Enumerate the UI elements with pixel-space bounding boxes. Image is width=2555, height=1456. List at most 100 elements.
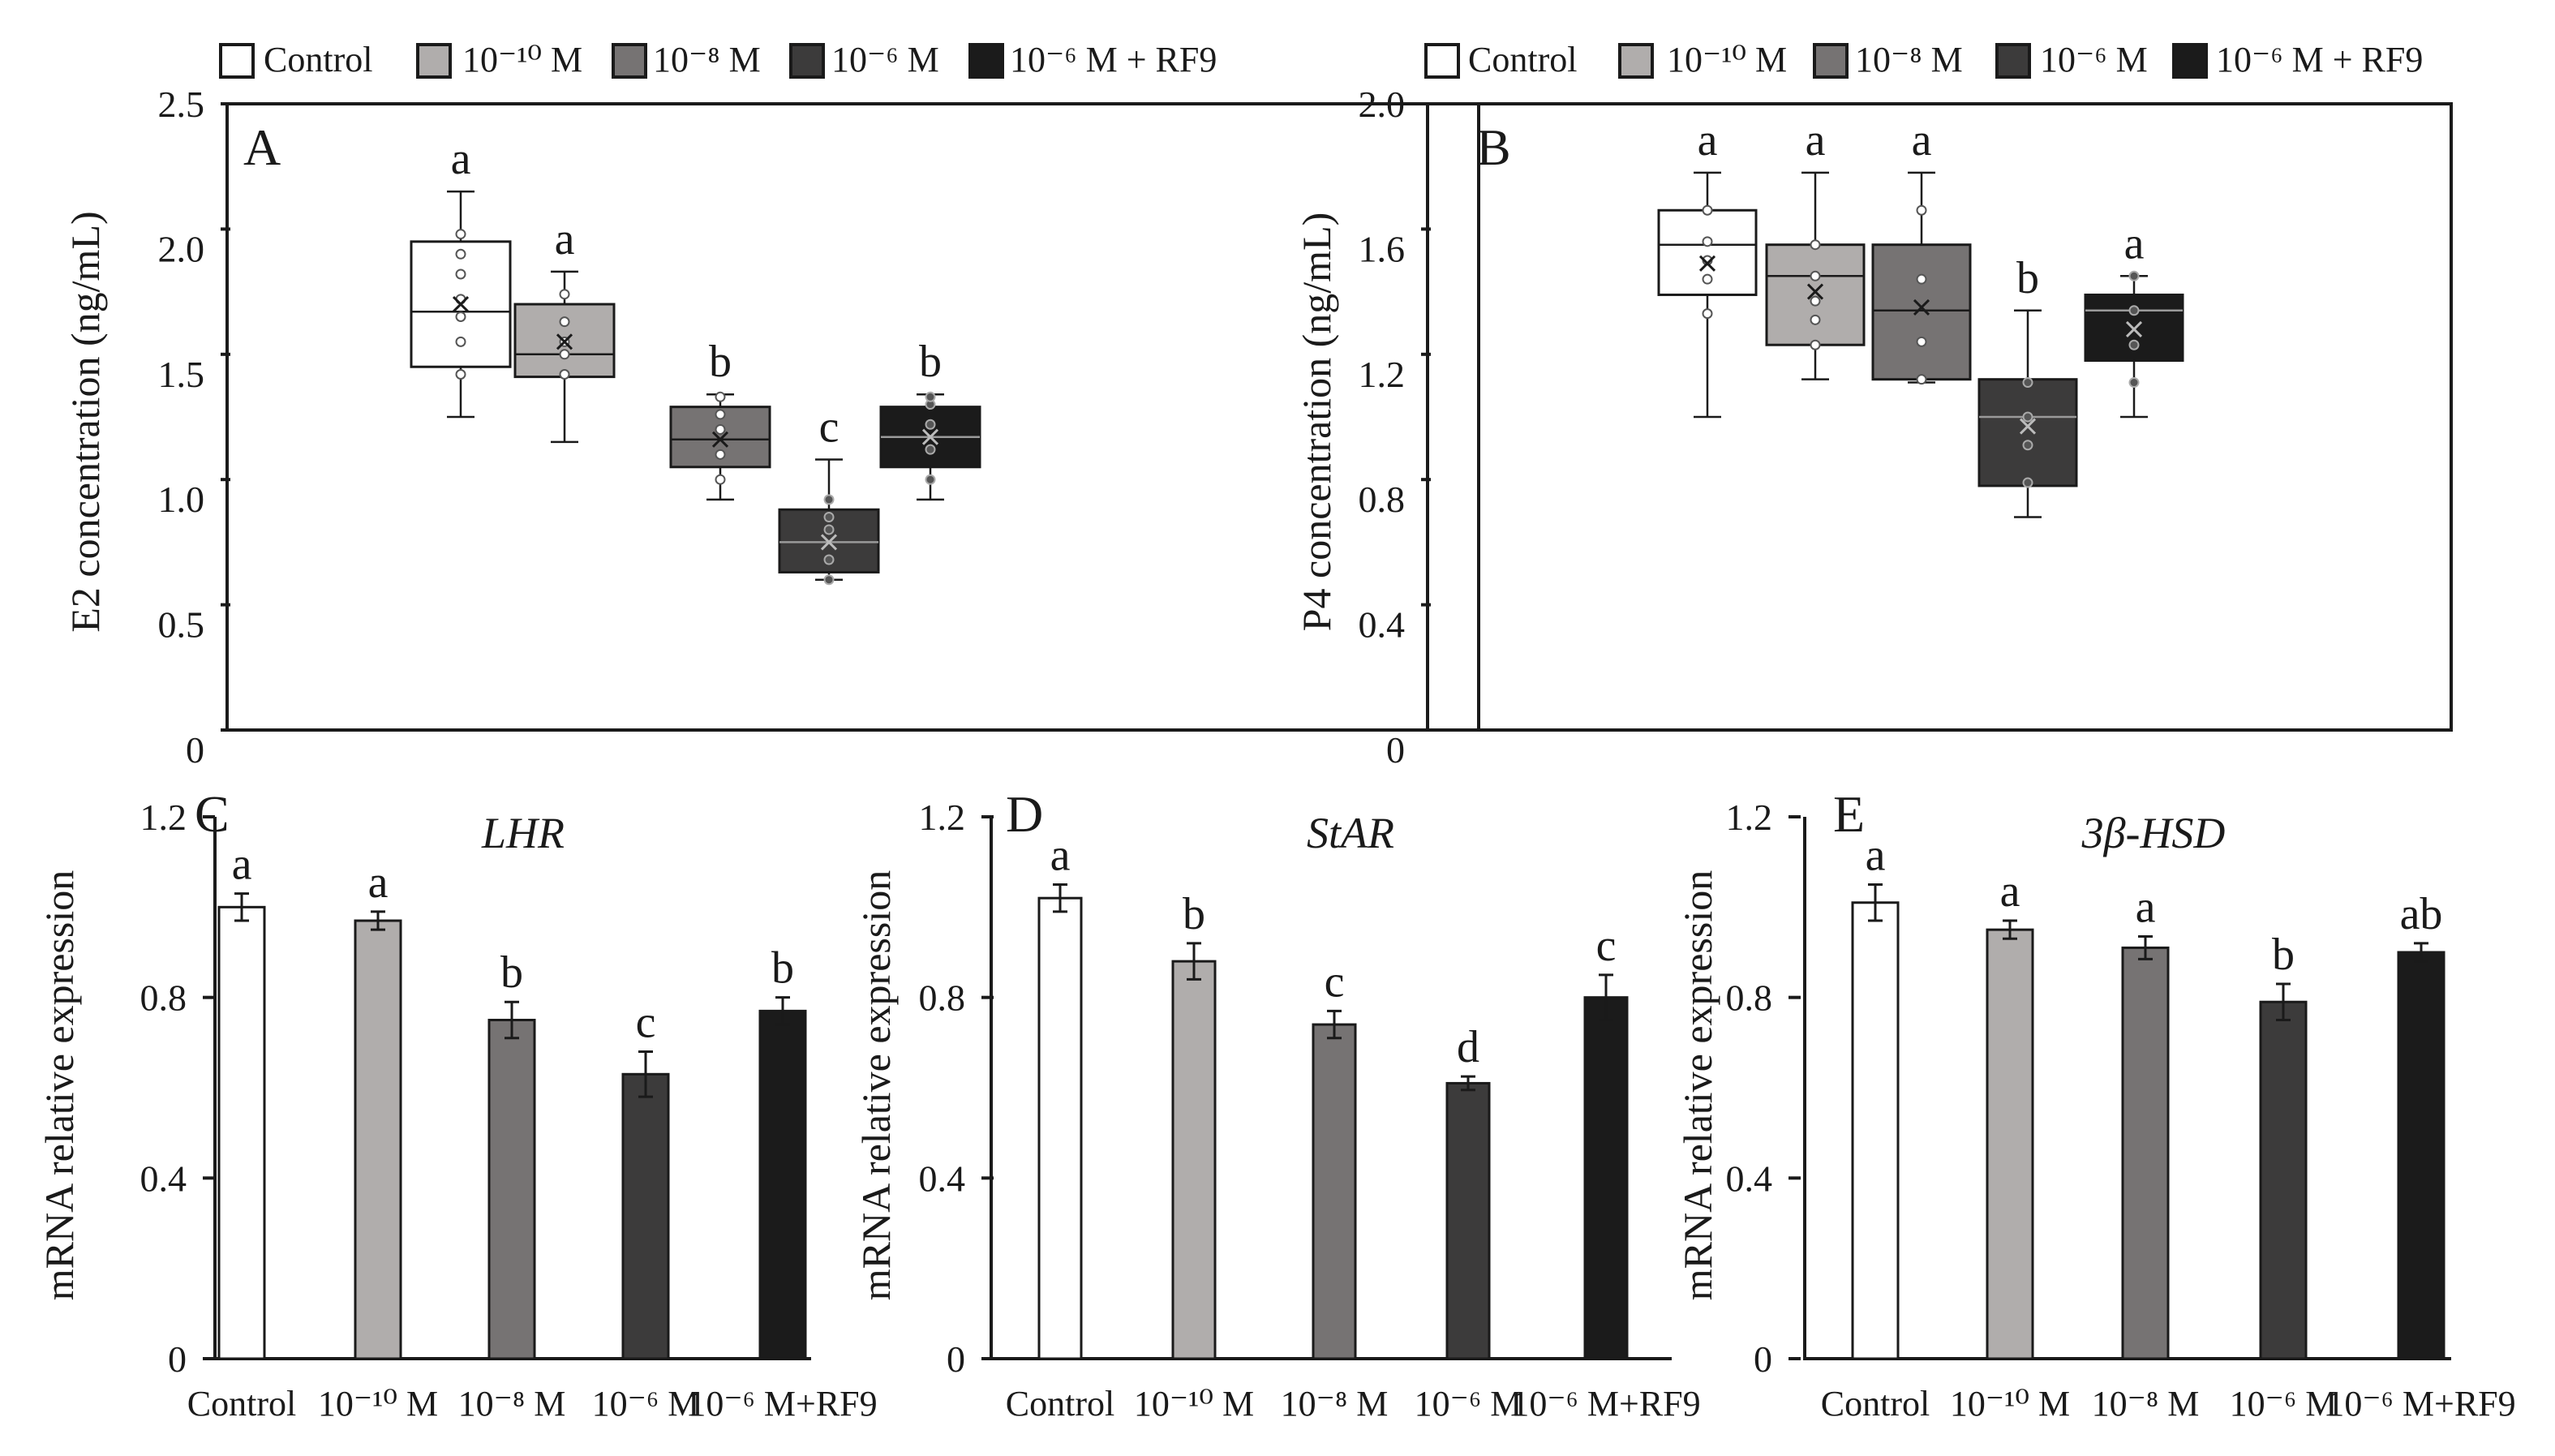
box-4: b (1977, 253, 2078, 518)
data-point (2128, 377, 2140, 389)
data-point (1810, 270, 1821, 281)
data-point (925, 419, 936, 430)
data-point (1916, 374, 1927, 385)
box-1: a (410, 134, 512, 419)
data-point (925, 391, 936, 402)
bar-5: b 10⁻⁶ M+RF9 (688, 943, 877, 1424)
y-tick-label: 1.2 (1726, 797, 1773, 838)
box-3: b (669, 337, 771, 501)
y-tick-label: 0.8 (919, 977, 966, 1019)
data-point (455, 336, 466, 347)
significance-letter: a (2136, 883, 2156, 933)
significance-letter: b (709, 337, 732, 387)
gene-title: LHR (481, 809, 565, 857)
bar-1: a Control (187, 840, 296, 1424)
y-tick-label: 0 (186, 729, 204, 771)
box-iqr (1977, 378, 2078, 487)
box-4: c (778, 402, 880, 586)
data-point (1702, 236, 1713, 247)
bar (758, 1009, 807, 1360)
x-category-label: 10⁻⁶ M+RF9 (688, 1384, 877, 1424)
significance-letter: a (451, 134, 471, 184)
significance-letter: b (1183, 889, 1205, 939)
data-point (559, 349, 570, 360)
significance-letter: a (1698, 115, 1718, 165)
significance-letter: d (1457, 1022, 1479, 1072)
y-tick-label: 0 (947, 1338, 965, 1380)
plot-frame (225, 102, 1480, 732)
legend-label-control: Control (1468, 40, 1577, 79)
y-axis-label: E2 concentration (ng/mL) (62, 211, 108, 632)
y-tick-label: 0.4 (1359, 604, 1406, 646)
significance-letter: a (1912, 115, 1932, 165)
data-point (1916, 273, 1927, 285)
panel-letter: E (1833, 785, 1865, 843)
legend-label-1e-6: 10⁻⁶ M (831, 40, 939, 79)
box-iqr (1871, 243, 1972, 381)
data-point (2128, 305, 2140, 316)
x-category-label: 10⁻⁶ M+RF9 (2326, 1384, 2515, 1424)
significance-letter: c (1596, 921, 1617, 971)
y-tick-label: 2.5 (158, 84, 205, 125)
legend-swatch-1e-6 (789, 43, 825, 79)
legend-swatch-1e-10 (1618, 43, 1654, 79)
significance-letter: b (500, 947, 523, 998)
y-tick-label: 0.4 (919, 1157, 966, 1199)
bar-5: ab 10⁻⁶ M+RF9 (2326, 889, 2515, 1424)
panel-B: 0 0.4 0.8 1.2 1.6 2.0 P4 concentration (ng/mL)… (1294, 84, 2453, 771)
box-2: a (513, 214, 616, 444)
y-tick-label: 1.0 (158, 479, 205, 520)
significance-letter: b (2272, 930, 2295, 980)
legend-swatch-rf9 (968, 43, 1004, 79)
panel-letter: D (1006, 785, 1043, 843)
legend-swatch-1e-8 (1813, 43, 1849, 79)
box-1: a (1657, 115, 1758, 419)
bar (354, 919, 402, 1360)
bar-2: a 10⁻¹⁰ M (1950, 866, 2070, 1424)
significance-letter: b (919, 337, 942, 387)
data-point (1916, 336, 1927, 347)
data-point (2022, 477, 2033, 488)
bar-3: b 10⁻⁸ M (458, 947, 566, 1424)
legend-label-1e-8: 10⁻⁸ M (1855, 40, 1963, 79)
bar (2259, 1000, 2308, 1360)
data-point (715, 423, 726, 435)
data-point (715, 409, 726, 420)
significance-letter: a (1050, 831, 1071, 881)
significance-letter: b (2016, 253, 2039, 303)
y-tick-label: 0 (1754, 1338, 1772, 1380)
mean-marker (556, 333, 573, 350)
data-point (455, 229, 466, 240)
panel-letter: C (195, 785, 230, 843)
legend-label-1e-10: 10⁻¹⁰ M (462, 40, 582, 79)
bar-4: c 10⁻⁶ M (592, 997, 700, 1424)
bar (2121, 946, 2170, 1360)
x-category-label: Control (187, 1384, 296, 1424)
significance-letter: a (2124, 218, 2145, 268)
legend-swatch-1e-8 (612, 43, 647, 79)
x-category-label: 10⁻⁶ M (592, 1384, 700, 1424)
y-axis-label: mRNA relative expression (853, 870, 899, 1300)
box-2: a (1765, 115, 1866, 380)
panel-D: 0 0.4 0.8 1.2 mRNA relative expression D StAR a… (853, 785, 1701, 1424)
data-point (715, 391, 726, 402)
data-point (925, 444, 936, 455)
y-tick-label: 0 (1386, 729, 1405, 771)
y-axis-label: mRNA relative expression (36, 870, 82, 1300)
data-point (1810, 339, 1821, 350)
y-tick-label: 1.5 (158, 354, 205, 395)
significance-letter: c (1325, 956, 1345, 1007)
mean-marker (820, 534, 838, 551)
box-3: a (1871, 115, 1972, 385)
y-tick-label: 0.8 (140, 977, 187, 1019)
legend-top-left: Control 10⁻¹⁰ M 10⁻⁸ M 10⁻⁶ M 10⁻⁶ M + R… (219, 40, 1217, 79)
data-point (455, 248, 466, 260)
x-category-label: 10⁻⁸ M (1281, 1384, 1389, 1424)
data-point (2128, 270, 2140, 281)
bar-4: d 10⁻⁶ M (1415, 1022, 1522, 1424)
significance-letter: ab (2400, 889, 2443, 939)
x-category-label: 10⁻¹⁰ M (318, 1384, 438, 1424)
bar (1583, 996, 1629, 1360)
bar-5: c 10⁻⁶ M+RF9 (1511, 921, 1700, 1424)
